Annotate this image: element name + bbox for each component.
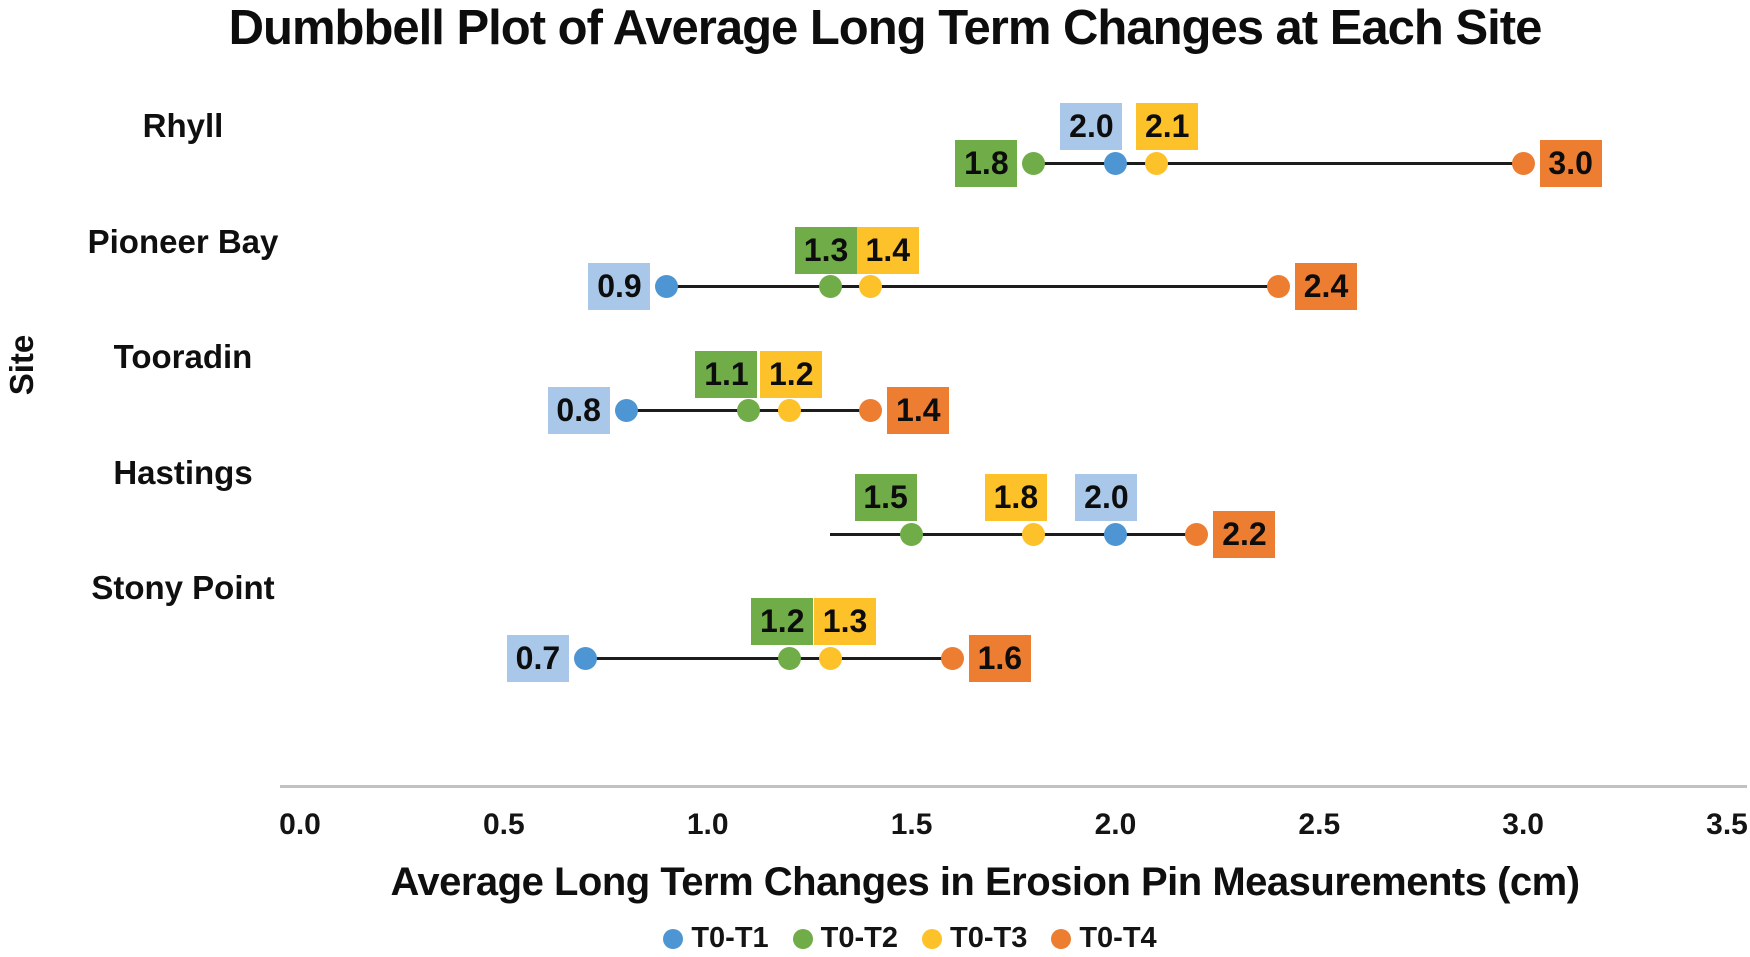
legend-dot-icon	[792, 928, 813, 949]
value-label-t0-t3: 2.1	[1136, 103, 1199, 150]
data-dot-t0-t4	[1267, 275, 1290, 299]
dumbbell-connector-line	[666, 285, 1279, 289]
dumbbell-connector-line	[1033, 161, 1524, 165]
data-dot-t0-t1	[1103, 522, 1127, 546]
legend-item-t0-t4: T0-T4	[1051, 922, 1157, 955]
x-tick-label: 1.0	[686, 808, 729, 841]
value-label-t0-t1: 0.8	[547, 387, 610, 434]
legend-label: T0-T2	[820, 922, 898, 954]
value-label-t0-t4: 2.4	[1295, 263, 1357, 311]
legend-label: T0-T4	[1079, 922, 1157, 954]
value-label-t0-t3: 1.3	[814, 598, 877, 645]
data-dot-t0-t2	[1022, 151, 1046, 175]
site-label: Tooradin	[113, 338, 253, 375]
value-label-t0-t3: 1.8	[984, 474, 1047, 522]
dumbbell-connector-line	[830, 532, 1197, 536]
value-label-t0-t1: 0.7	[506, 634, 569, 682]
legend-label: T0-T1	[691, 922, 769, 954]
value-label-t0-t4: 2.2	[1213, 510, 1276, 558]
chart-title: Dumbbell Plot of Average Long Term Chang…	[228, 1, 1543, 55]
data-dot-t0-t1	[1103, 151, 1127, 175]
x-tick-label: 1.5	[890, 808, 933, 841]
data-dot-t0-t4	[1511, 151, 1535, 175]
data-dot-t0-t3	[1144, 151, 1168, 175]
data-dot-t0-t2	[777, 646, 801, 670]
legend-label: T0-T3	[950, 922, 1028, 954]
site-label: Pioneer Bay	[87, 222, 279, 260]
legend: T0-T1 T0-T2 T0-T3 T0-T4	[85, 922, 1735, 955]
value-label-t0-t4: 1.4	[887, 387, 950, 434]
data-dot-t0-t4	[1185, 522, 1209, 546]
value-label-t0-t2: 1.8	[955, 139, 1018, 187]
x-tick-label: 2.0	[1094, 808, 1137, 841]
legend-dot-icon	[922, 928, 942, 949]
x-tick-label: 3.0	[1502, 808, 1544, 841]
data-dot-t0-t2	[818, 275, 842, 299]
value-label-t0-t4: 1.6	[968, 634, 1031, 682]
dumbbell-connector-line	[585, 656, 953, 660]
value-label-t0-t2: 1.5	[854, 474, 917, 522]
data-dot-t0-t2	[736, 399, 760, 422]
value-label-t0-t1: 0.9	[588, 263, 651, 311]
data-dot-t0-t1	[655, 275, 679, 299]
legend-item-t0-t3: T0-T3	[922, 922, 1027, 955]
data-dot-t0-t1	[614, 399, 638, 422]
value-label-t0-t1: 2.0	[1075, 474, 1138, 522]
data-dot-t0-t2	[900, 522, 924, 546]
data-dot-t0-t3	[777, 399, 801, 422]
x-axis-line	[280, 785, 1747, 788]
x-tick-label: 0.5	[482, 808, 525, 841]
value-label-t0-t2: 1.2	[751, 598, 814, 645]
data-dot-t0-t3	[859, 275, 883, 299]
value-label-t0-t3: 1.4	[856, 226, 919, 274]
data-dot-t0-t1	[573, 646, 597, 670]
value-label-t0-t3: 1.2	[760, 350, 823, 398]
legend-dot-icon	[663, 928, 684, 949]
x-tick-label: 3.5	[1706, 808, 1748, 841]
data-dot-t0-t3	[1022, 522, 1046, 546]
x-axis-title: Average Long Term Changes in Erosion Pin…	[390, 860, 1580, 904]
legend-item-t0-t2: T0-T2	[792, 922, 898, 955]
value-label-t0-t1: 2.0	[1060, 103, 1123, 150]
site-label: Stony Point	[91, 569, 275, 606]
value-label-t0-t2: 1.1	[695, 350, 758, 398]
x-tick-label: 2.5	[1298, 808, 1341, 841]
value-label-t0-t2: 1.3	[795, 226, 858, 274]
legend-item-t0-t1: T0-T1	[663, 922, 769, 955]
x-tick-label: 0.0	[279, 808, 321, 841]
site-label: Hastings	[113, 453, 253, 491]
data-dot-t0-t4	[940, 646, 964, 670]
site-label: Rhyll	[142, 107, 224, 144]
data-dot-t0-t3	[818, 646, 842, 670]
legend-dot-icon	[1051, 928, 1072, 949]
data-dot-t0-t4	[859, 399, 883, 422]
value-label-t0-t4: 3.0	[1539, 139, 1602, 187]
